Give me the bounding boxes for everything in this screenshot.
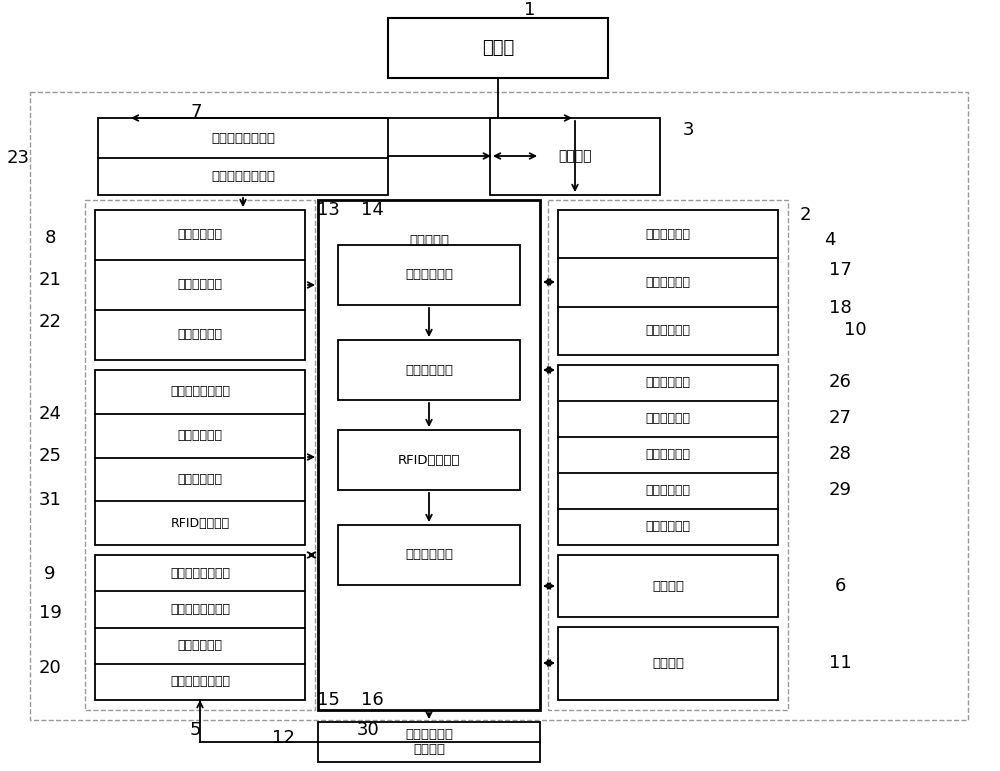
Bar <box>95 370 305 545</box>
Text: 28: 28 <box>829 445 851 463</box>
Bar <box>558 365 778 545</box>
Text: 17: 17 <box>829 261 851 279</box>
Text: 10: 10 <box>844 321 866 339</box>
Text: 25: 25 <box>38 447 62 465</box>
Text: 30: 30 <box>357 721 379 739</box>
Text: 异常行为警告单元: 异常行为警告单元 <box>170 603 230 616</box>
Text: 人脸识别单元: 人脸识别单元 <box>178 429 222 442</box>
Text: 16: 16 <box>361 691 383 709</box>
Text: 19: 19 <box>39 604 61 622</box>
Text: 14: 14 <box>361 201 383 219</box>
Text: 工控处理模块: 工控处理模块 <box>405 268 453 281</box>
Bar <box>558 627 778 700</box>
Text: 26: 26 <box>829 373 851 391</box>
Bar <box>85 200 315 710</box>
Text: 动态电子地图
监控模块: 动态电子地图 监控模块 <box>405 728 453 756</box>
Text: 气体采集单元: 气体采集单元 <box>646 520 690 534</box>
Text: 29: 29 <box>828 481 852 499</box>
Bar <box>490 118 660 195</box>
Bar <box>338 245 520 305</box>
Text: 服务端: 服务端 <box>482 39 514 57</box>
Text: 7: 7 <box>190 103 202 121</box>
Text: 存储模块: 存储模块 <box>652 580 684 592</box>
Text: 周界系统联动模块: 周界系统联动模块 <box>211 132 275 144</box>
Text: 伺服驱动单元: 伺服驱动单元 <box>178 278 222 291</box>
Text: 27: 27 <box>828 409 852 427</box>
Text: 3: 3 <box>682 121 694 139</box>
Text: 31: 31 <box>39 491 61 509</box>
Text: 2: 2 <box>799 206 811 224</box>
Text: 监控中心端: 监控中心端 <box>409 234 449 247</box>
Text: 串口传输模块: 串口传输模块 <box>405 548 453 561</box>
Text: 供电模块: 供电模块 <box>652 657 684 670</box>
Text: 图像采集单元: 图像采集单元 <box>178 328 222 342</box>
Text: 21: 21 <box>39 271 61 289</box>
Text: 通信模块: 通信模块 <box>558 150 592 163</box>
Bar <box>338 525 520 585</box>
Bar <box>558 210 778 355</box>
Text: 24: 24 <box>38 405 62 423</box>
Bar <box>30 92 968 720</box>
Text: 4: 4 <box>824 231 836 249</box>
Text: 5: 5 <box>189 721 201 739</box>
Text: 20: 20 <box>39 659 61 677</box>
Text: 人机交互模块: 人机交互模块 <box>405 363 453 376</box>
Text: 15: 15 <box>317 691 339 709</box>
Bar <box>548 200 788 710</box>
Text: 温度采集单元: 温度采集单元 <box>646 412 690 426</box>
Text: 监控摄像联动单元: 监控摄像联动单元 <box>211 170 275 183</box>
Text: 8: 8 <box>44 229 56 247</box>
Text: RFID电子标签: RFID电子标签 <box>170 517 230 530</box>
Text: 步态识别单元: 步态识别单元 <box>178 473 222 486</box>
Text: 18: 18 <box>829 299 851 317</box>
Text: 湿度采集单元: 湿度采集单元 <box>646 449 690 462</box>
Text: 13: 13 <box>317 201 339 219</box>
Text: 12: 12 <box>272 729 294 747</box>
Bar <box>318 722 540 762</box>
Text: 语音对讲单元: 语音对讲单元 <box>178 639 222 652</box>
Bar <box>95 555 305 700</box>
Bar <box>388 18 608 78</box>
Text: 11: 11 <box>829 654 851 672</box>
Bar <box>338 340 520 400</box>
Bar <box>338 430 520 490</box>
Text: 22: 22 <box>38 313 62 331</box>
Text: 周界巡警模块: 周界巡警模块 <box>178 228 222 241</box>
Text: 电路自检单元: 电路自检单元 <box>646 276 690 289</box>
Text: 噪音采集单元: 噪音采集单元 <box>646 484 690 497</box>
Text: 信息管理单元: 信息管理单元 <box>646 325 690 338</box>
Bar <box>558 555 778 617</box>
Bar <box>95 210 305 360</box>
Text: RFID提取模块: RFID提取模块 <box>398 453 460 466</box>
Text: 目标辨识跟踪模块: 目标辨识跟踪模块 <box>170 386 230 399</box>
Text: 运维管理模块: 运维管理模块 <box>646 227 690 241</box>
Text: 现场互动警告模块: 现场互动警告模块 <box>170 567 230 580</box>
Text: 1: 1 <box>524 1 536 19</box>
Bar <box>98 118 388 195</box>
Text: 现场互动警告单元: 现场互动警告单元 <box>170 675 230 689</box>
Text: 消防安全模块: 消防安全模块 <box>646 376 690 389</box>
Text: 6: 6 <box>834 577 846 595</box>
Bar <box>318 200 540 710</box>
Text: 23: 23 <box>7 149 30 167</box>
Text: 9: 9 <box>44 565 56 583</box>
